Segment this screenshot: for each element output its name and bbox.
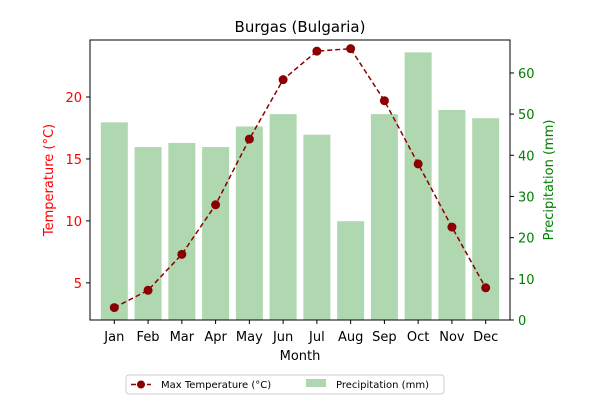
temperature-point-may	[244, 134, 254, 144]
left-axis-label: Temperature (°C)	[42, 124, 57, 237]
precipitation-bar-sep	[370, 114, 398, 320]
precipitation-bar-oct	[404, 52, 432, 321]
precipitation-bar-may	[235, 126, 263, 321]
left-y-axis: 5 10 15 20	[65, 91, 90, 292]
precipitation-bar-jul	[303, 134, 331, 320]
x-axis: Jan Feb Mar Apr May Jun Jul Aug Sep Oct Nov Dec	[103, 320, 498, 345]
x-tick-label: Jul	[308, 330, 325, 345]
legend-precipitation-patch	[306, 379, 326, 387]
temperature-point-jan	[109, 303, 119, 313]
x-tick-label: Apr	[204, 330, 227, 345]
temperature-point-mar	[177, 249, 187, 259]
temperature-point-feb	[143, 285, 153, 295]
precipitation-bar-jan	[100, 122, 128, 321]
right-y-tick-label: 30	[518, 190, 535, 205]
x-tick-label: Mar	[170, 330, 195, 345]
right-y-tick-label: 10	[518, 273, 535, 288]
x-tick-label: Jun	[272, 330, 293, 345]
temperature-point-oct	[413, 159, 423, 169]
left-y-tick-label: 15	[65, 153, 82, 168]
precipitation-bars	[100, 52, 500, 321]
temperature-point-apr	[211, 200, 221, 210]
chart-title: Burgas (Bulgaria)	[235, 18, 366, 36]
x-tick-label: Dec	[473, 330, 498, 345]
left-y-tick-label: 20	[65, 91, 82, 106]
legend: Max Temperature (°C) Precipitation (mm)	[125, 374, 445, 395]
right-y-tick-label: 40	[518, 149, 535, 164]
precipitation-bar-mar	[168, 142, 196, 320]
right-y-tick-label: 50	[518, 108, 535, 123]
x-tick-label: May	[236, 330, 263, 345]
temperature-point-jul	[312, 46, 322, 56]
precipitation-bar-aug	[337, 221, 365, 320]
temperature-point-dec	[481, 283, 491, 293]
x-tick-label: Aug	[338, 330, 363, 345]
x-axis-label: Month	[280, 349, 321, 364]
precipitation-bar-apr	[202, 147, 230, 320]
legend-temperature-marker	[137, 380, 145, 389]
x-tick-label: Nov	[439, 330, 465, 345]
x-tick-label: Sep	[372, 330, 397, 345]
right-y-tick-label: 20	[518, 232, 535, 247]
right-y-axis: 0 10 20 30 40 50 60	[510, 67, 535, 329]
temperature-point-nov	[447, 222, 457, 232]
legend-precipitation-label: Precipitation (mm)	[336, 380, 429, 391]
temperature-line-group	[109, 44, 491, 313]
temperature-point-aug	[346, 44, 356, 54]
x-tick-label: Oct	[407, 330, 429, 345]
temperature-line	[113, 47, 487, 309]
temperature-point-sep	[379, 96, 389, 106]
right-y-tick-label: 0	[518, 314, 526, 329]
precipitation-bar-nov	[438, 110, 466, 320]
plot-frame	[89, 39, 511, 321]
right-y-tick-label: 60	[518, 67, 535, 82]
temperature-point-jun	[278, 75, 288, 85]
left-y-tick-label: 10	[65, 215, 82, 230]
legend-temperature-label: Max Temperature (°C)	[161, 380, 271, 391]
legend-box	[125, 374, 445, 395]
left-y-tick-label: 5	[74, 277, 82, 292]
x-tick-label: Jan	[103, 330, 124, 345]
right-axis-label: Precipitation (mm)	[542, 120, 557, 241]
precipitation-bar-jun	[269, 114, 297, 320]
x-tick-label: Feb	[137, 330, 160, 345]
